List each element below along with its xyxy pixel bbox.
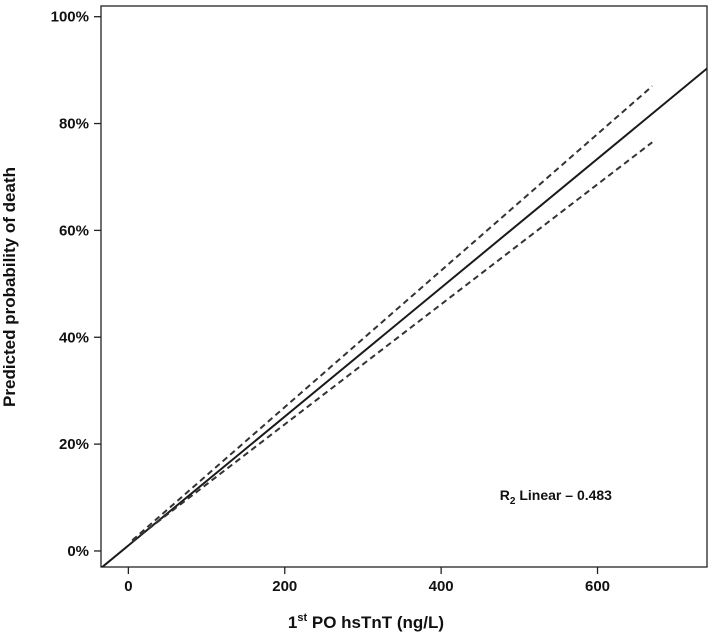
fit-line: [101, 67, 707, 567]
x-tick-label: 600: [585, 578, 610, 595]
x-tick-label: 400: [429, 578, 454, 595]
y-tick-label: 100%: [51, 9, 89, 26]
upper-ci-line: [131, 85, 653, 542]
x-axis-title: 1st PO hsTnT (ng/L): [288, 612, 444, 632]
y-tick-label: 0%: [67, 543, 89, 560]
series-layer: [101, 67, 707, 567]
plot-area: [100, 5, 708, 568]
x-axis: 0 200 400 600: [124, 567, 610, 595]
y-tick-label: 60%: [59, 222, 89, 239]
x-tick-label: 200: [272, 578, 297, 595]
y-tick-label: 80%: [59, 116, 89, 133]
y-axis-title: Predicted probability of death: [0, 167, 19, 407]
y-axis: 0% 20% 40% 60% 80% 100%: [51, 9, 101, 560]
y-tick-label: 40%: [59, 329, 89, 346]
r2-annotation: R2 Linear – 0.483: [500, 487, 612, 507]
lower-ci-line: [131, 141, 653, 543]
x-tick-label: 0: [124, 578, 132, 595]
y-tick-label: 20%: [59, 436, 89, 453]
